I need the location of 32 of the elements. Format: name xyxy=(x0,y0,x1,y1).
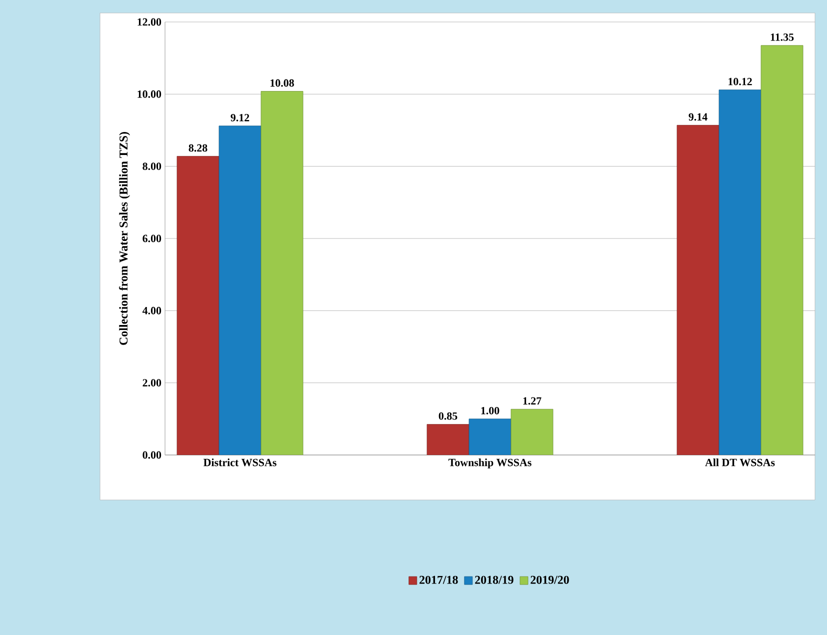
data-label: 11.35 xyxy=(770,34,794,41)
bar xyxy=(468,418,512,455)
y-tick-label: 0.00 xyxy=(142,451,162,459)
bar xyxy=(260,91,304,455)
y-tick-label: 6.00 xyxy=(142,234,162,242)
bar xyxy=(218,126,262,455)
y-tick-label: 8.00 xyxy=(142,162,162,170)
legend-label: 2018/19 xyxy=(475,576,514,584)
y-axis-title: Collection from Water Sales (Billion TZS) xyxy=(119,132,130,345)
data-label: 8.28 xyxy=(188,144,208,152)
data-label: 9.12 xyxy=(230,114,250,122)
data-label: 10.12 xyxy=(728,78,752,86)
bar xyxy=(176,156,220,455)
y-tick-label: 10.00 xyxy=(138,90,162,98)
y-tick-label: 2.00 xyxy=(142,379,162,387)
bar xyxy=(510,408,554,455)
legend-label: 2017/18 xyxy=(420,576,458,584)
x-tick-label: District WSSAs xyxy=(204,458,276,466)
bar xyxy=(676,124,720,455)
bar xyxy=(426,424,470,455)
data-label: 9.14 xyxy=(688,113,708,121)
y-tick-label: 4.00 xyxy=(142,306,162,314)
data-label: 10.08 xyxy=(270,79,294,87)
y-tick-label: 12.00 xyxy=(138,18,162,26)
legend-label: 2019/20 xyxy=(530,576,569,584)
x-tick-label: All DT WSSAs xyxy=(705,458,775,466)
data-label: 1.27 xyxy=(523,397,542,405)
x-tick-label: Township WSSAs xyxy=(448,458,532,468)
data-label: 1.00 xyxy=(481,406,500,414)
bar xyxy=(718,90,762,455)
data-label: 0.85 xyxy=(438,412,458,420)
bar xyxy=(760,45,804,455)
